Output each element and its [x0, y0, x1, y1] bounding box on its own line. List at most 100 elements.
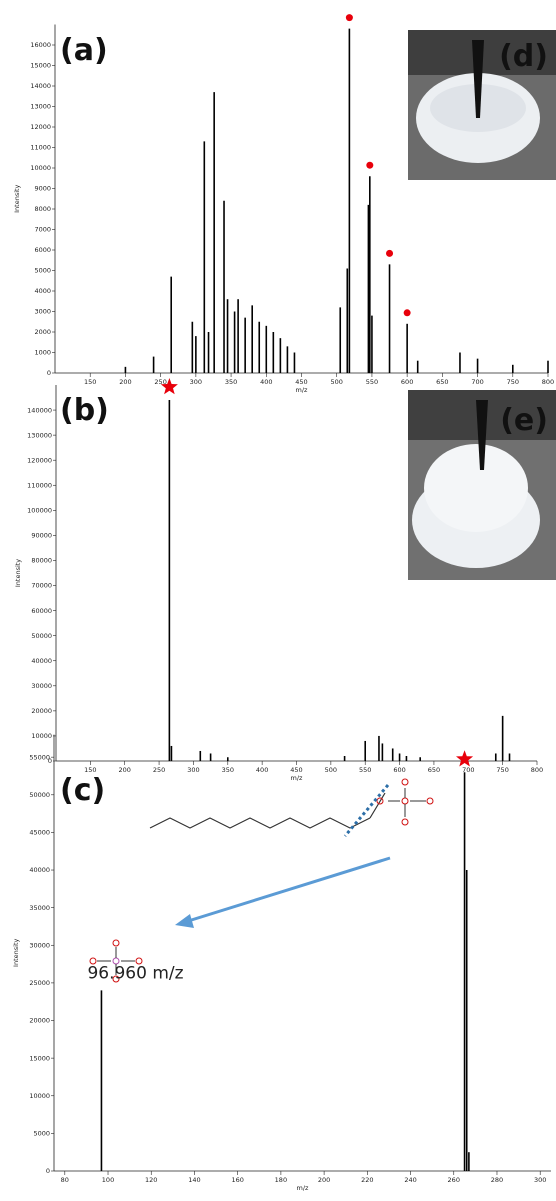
x-tick-label: 150	[84, 766, 96, 774]
x-tick-label: 450	[290, 766, 302, 774]
x-tick-label: 500	[325, 766, 337, 774]
photo-e: (e)	[408, 390, 556, 580]
y-tick-label: 45000	[29, 829, 50, 837]
y-tick-label: 60000	[31, 607, 52, 615]
x-tick-label: 250	[153, 766, 165, 774]
x-tick-label: 350	[222, 766, 234, 774]
x-tick-label: 100	[102, 1176, 114, 1184]
y-tick-label: 20000	[29, 1017, 50, 1025]
y-tick-label: 10000	[30, 164, 51, 172]
y-tick-label: 5000	[33, 1130, 50, 1138]
y-tick-label: 50000	[29, 791, 50, 799]
peak-marker	[456, 750, 474, 767]
x-tick-label: 750	[496, 766, 508, 774]
y-tick-label: 9000	[34, 185, 51, 193]
x-tick-label: 750	[507, 378, 519, 386]
y-tick-label: 0	[48, 757, 52, 765]
y-tick-label: 0	[47, 369, 51, 377]
x-tick-label: 200	[318, 1176, 330, 1184]
x-tick-label: 550	[366, 378, 378, 386]
y-tick-label: 15000	[30, 62, 51, 70]
y-tick-label: 10000	[29, 1092, 50, 1100]
peak-annotation: 96.960 m/z	[87, 963, 183, 983]
x-tick-label: 600	[393, 766, 405, 774]
x-tick-label: 400	[260, 378, 272, 386]
peak-marker	[386, 249, 394, 257]
y-tick-label: 140000	[27, 406, 52, 414]
peak-marker	[403, 309, 411, 317]
x-tick-label: 400	[256, 766, 268, 774]
y-tick-label: 0	[46, 1167, 50, 1175]
y-tick-label: 30000	[31, 682, 52, 690]
x-tick-label: 200	[119, 378, 131, 386]
x-tick-label: 220	[361, 1176, 373, 1184]
x-tick-label: 160	[231, 1176, 243, 1184]
y-tick-label: 4000	[34, 287, 51, 295]
structure	[89, 778, 434, 983]
y-axis-title: Intensity	[13, 184, 21, 212]
x-tick-label: 650	[428, 766, 440, 774]
y-tick-label: 50000	[31, 632, 52, 640]
x-axis-title: m/z	[291, 774, 304, 782]
x-tick-label: 600	[401, 378, 413, 386]
y-tick-label: 120000	[27, 456, 52, 464]
y-tick-label: 8000	[34, 205, 51, 213]
y-tick-label: 130000	[27, 431, 52, 439]
y-tick-label: 12000	[30, 123, 51, 131]
x-tick-label: 500	[331, 378, 343, 386]
y-axis-title: Intensity	[14, 559, 22, 587]
x-tick-label: 260	[448, 1176, 460, 1184]
x-tick-label: 200	[119, 766, 131, 774]
x-axis-title: m/z	[296, 386, 309, 394]
panel-label: (c)	[60, 773, 105, 808]
peak-marker	[345, 14, 353, 22]
y-tick-label: 30000	[29, 941, 50, 949]
y-tick-label: 70000	[31, 582, 52, 590]
x-tick-label: 120	[145, 1176, 157, 1184]
y-tick-label: 5000	[34, 267, 51, 275]
y-tick-label: 35000	[29, 904, 50, 912]
x-tick-label: 280	[491, 1176, 503, 1184]
x-tick-label: 250	[154, 378, 166, 386]
y-tick-label: 11000	[30, 144, 51, 152]
x-tick-label: 80	[61, 1176, 69, 1184]
x-tick-label: 240	[404, 1176, 416, 1184]
y-tick-label: 40000	[29, 866, 50, 874]
x-tick-label: 700	[471, 378, 483, 386]
x-tick-label: 150	[84, 378, 96, 386]
x-tick-label: 700	[462, 766, 474, 774]
y-tick-label: 80000	[31, 557, 52, 565]
y-tick-label: 7000	[34, 226, 51, 234]
peak-marker	[160, 378, 178, 395]
y-tick-label: 6000	[34, 246, 51, 254]
panel-label: (b)	[60, 393, 109, 428]
y-axis-title: Intensity	[12, 939, 20, 967]
x-tick-label: 140	[188, 1176, 200, 1184]
x-tick-label: 650	[436, 378, 448, 386]
y-tick-label: 16000	[30, 41, 51, 49]
y-tick-label: 55000	[29, 753, 50, 761]
y-tick-label: 100000	[27, 507, 52, 515]
x-tick-label: 800	[542, 378, 554, 386]
y-tick-label: 13000	[30, 103, 51, 111]
x-tick-label: 300	[187, 766, 199, 774]
y-tick-label: 10000	[31, 732, 52, 740]
x-tick-label: 300	[534, 1176, 546, 1184]
x-tick-label: 450	[295, 378, 307, 386]
panel-label: (a)	[60, 33, 108, 68]
x-axis-title: m/z	[297, 1184, 310, 1192]
y-tick-label: 110000	[27, 481, 52, 489]
y-tick-label: 15000	[29, 1054, 50, 1062]
x-tick-label: 180	[275, 1176, 287, 1184]
y-tick-label: 90000	[31, 532, 52, 540]
y-tick-label: 3000	[34, 308, 51, 316]
y-tick-label: 20000	[31, 707, 52, 715]
y-tick-label: 40000	[31, 657, 52, 665]
y-tick-label: 2000	[34, 328, 51, 336]
x-tick-label: 300	[190, 378, 202, 386]
x-tick-label: 350	[225, 378, 237, 386]
y-tick-label: 1000	[34, 349, 51, 357]
y-tick-label: 25000	[29, 979, 50, 987]
x-tick-label: 800	[531, 766, 543, 774]
